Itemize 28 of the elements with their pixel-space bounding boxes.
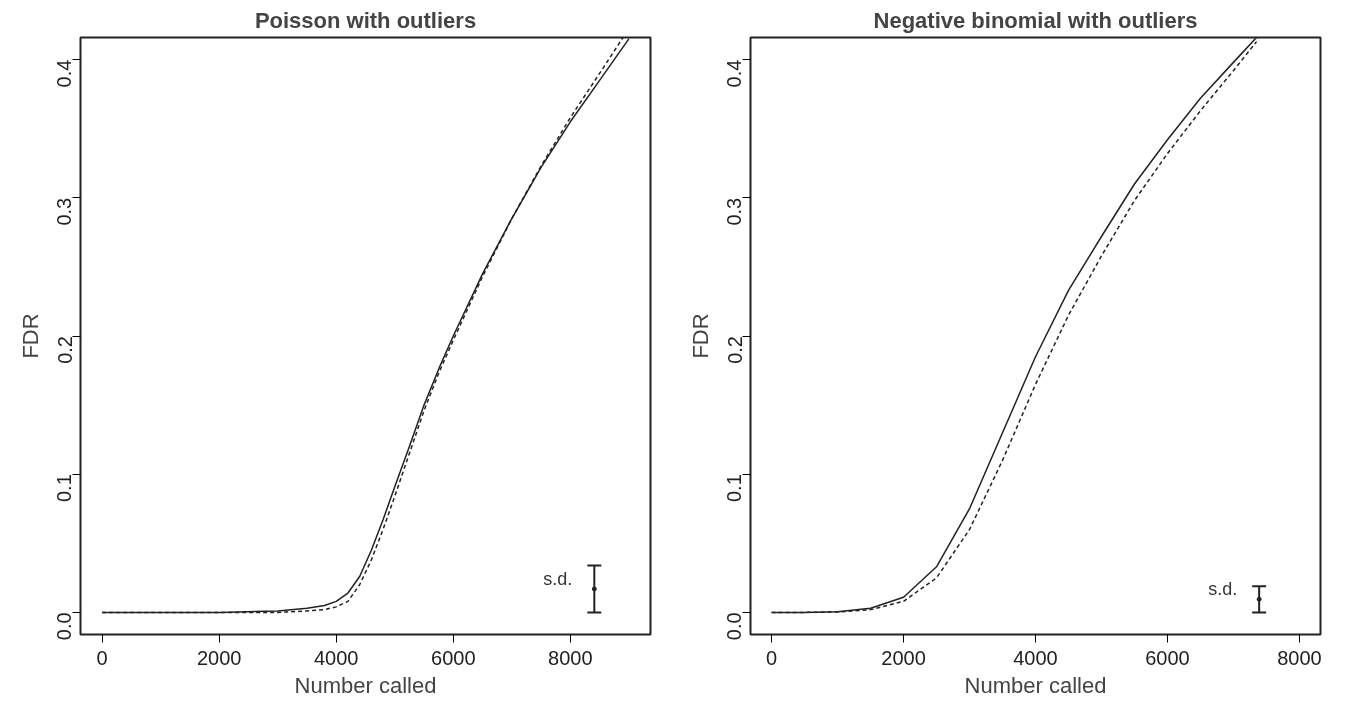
chart-title: Poisson with outliers	[254, 7, 477, 33]
x-tick-label: 4000	[313, 646, 359, 669]
chart-title: Negative binomial with outliers	[873, 7, 1198, 33]
x-tick-label: 0	[766, 646, 778, 669]
x-tick-label: 4000	[1013, 646, 1058, 669]
x-tick-label: 6000	[431, 646, 476, 669]
x-tick-label: 2000	[196, 646, 242, 669]
x-tick-label: 8000	[1277, 646, 1322, 669]
y-tick-label: 0.2	[723, 335, 746, 364]
y-tick-label: 0.0	[723, 612, 746, 641]
y-tick-label: 0.2	[53, 335, 76, 364]
y-tick-label: 0.1	[723, 474, 746, 502]
x-tick-label: 6000	[1145, 646, 1190, 669]
y-axis-title: FDR	[687, 313, 713, 359]
x-axis-title: Number called	[964, 672, 1107, 698]
x-tick-label: 8000	[548, 646, 593, 669]
series-label: s.d.	[1208, 579, 1238, 600]
series-label: s.d.	[543, 568, 573, 589]
x-tick-label: 2000	[881, 646, 926, 669]
y-tick-label: 0.3	[723, 197, 746, 226]
x-tick-label: 0	[96, 646, 108, 669]
y-tick-label: 0.1	[53, 474, 76, 502]
y-tick-label: 0.4	[723, 59, 746, 88]
y-tick-label: 0.4	[53, 59, 76, 88]
y-tick-label: 0.0	[53, 612, 76, 641]
y-axis-title: FDR	[17, 313, 43, 359]
x-axis-title: Number called	[294, 672, 437, 698]
y-tick-label: 0.3	[53, 197, 76, 226]
